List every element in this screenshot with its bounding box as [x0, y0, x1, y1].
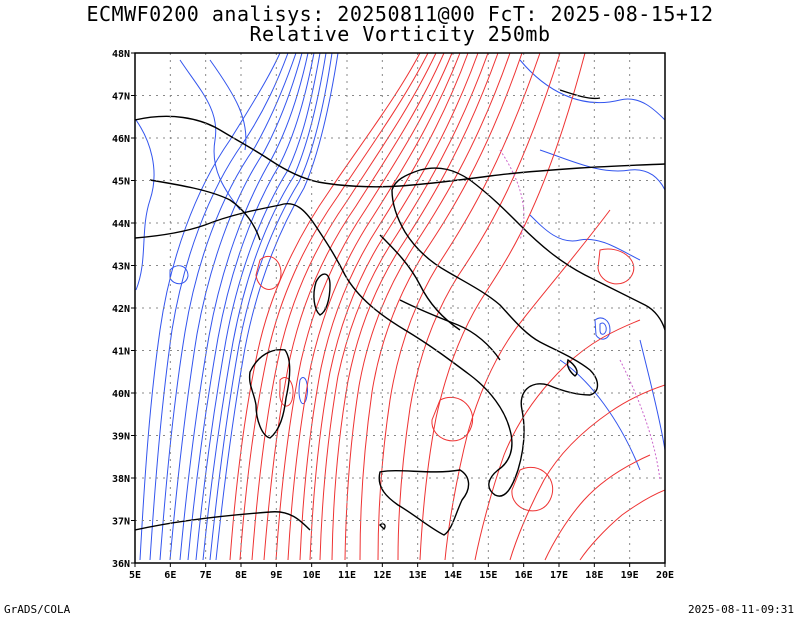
lat-label: 37N [112, 517, 130, 528]
lat-label: 41N [112, 347, 130, 358]
lon-label: 20E [656, 570, 674, 581]
north-africa-coast [135, 511, 311, 531]
lon-label: 8E [235, 570, 247, 581]
lon-label: 19E [621, 570, 639, 581]
inner-border-1 [149, 179, 261, 241]
lon-label: 6E [164, 570, 176, 581]
lat-label: 47N [112, 92, 130, 103]
zero-vorticity-contours [499, 149, 661, 481]
lake-shore [559, 89, 601, 100]
inner-border-3 [399, 299, 501, 361]
lon-label: 5E [129, 570, 141, 581]
lat-label: 44N [112, 219, 130, 230]
map-title: ECMWF0200 analisys: 20250811@00 FcT: 202… [86, 2, 714, 26]
lat-label: 39N [112, 432, 130, 443]
positive-vorticity-contours [229, 53, 665, 561]
lat-label: 40N [112, 389, 130, 400]
lon-label: 12E [373, 570, 391, 581]
footer-timestamp: 2025-08-11-09:31 [688, 603, 794, 616]
alpine-border [135, 115, 665, 188]
sardinia-coast [248, 348, 291, 439]
lon-label: 18E [585, 570, 603, 581]
footer-credit: GrADS/COLA [4, 603, 71, 616]
lat-label: 43N [112, 262, 130, 273]
lon-label: 11E [338, 570, 356, 581]
lon-label: 17E [550, 570, 568, 581]
adriatic-east-coast [419, 167, 665, 331]
lat-label: 42N [112, 304, 130, 315]
inner-border-2 [379, 234, 461, 331]
lat-label: 36N [112, 559, 130, 570]
lon-label: 10E [303, 570, 321, 581]
lat-label: 38N [112, 474, 130, 485]
lon-label: 13E [409, 570, 427, 581]
gridlines [135, 53, 665, 563]
lat-label: 48N [112, 49, 130, 60]
lon-label: 9E [270, 570, 282, 581]
latitude-axis: 48N 47N 46N 45N 44N 43N 42N 41N 40N 39N 38N 37N 36N [112, 49, 135, 570]
island-1 [379, 523, 386, 531]
lon-label: 7E [200, 570, 212, 581]
lon-label: 16E [515, 570, 533, 581]
lat-label: 45N [112, 177, 130, 188]
lon-label: 14E [444, 570, 462, 581]
map-subtitle: Relative Vorticity 250mb [249, 22, 551, 46]
sicily-coast [378, 469, 470, 536]
italy-coast [135, 169, 599, 497]
lon-label: 15E [479, 570, 497, 581]
coastlines [135, 89, 665, 536]
negative-vorticity-contours [135, 53, 665, 561]
island-2 [566, 358, 578, 377]
corsica-coast [313, 273, 331, 316]
longitude-axis: 5E 6E 7E 8E 9E 10E 11E 12E 13E 14E 15E 16E 17E 18E 19E… [129, 563, 674, 581]
lat-label: 46N [112, 134, 130, 145]
